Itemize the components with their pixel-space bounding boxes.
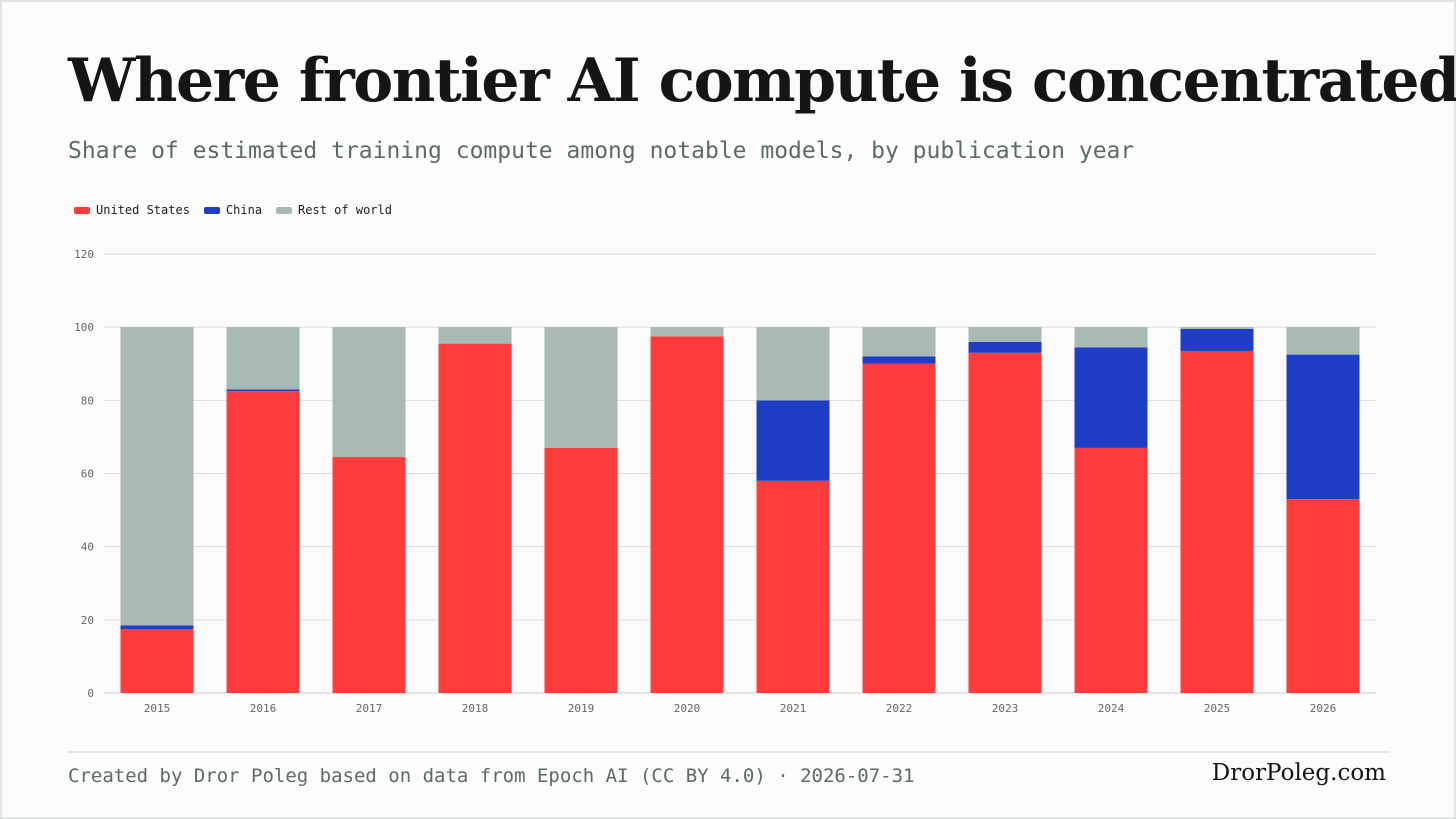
legend-swatch-china bbox=[203, 206, 220, 214]
y-tick-label-80: 80 bbox=[81, 394, 94, 407]
bar-united-states-2016 bbox=[226, 391, 300, 693]
bar-united-states-2015 bbox=[120, 628, 194, 693]
bar-united-states-2018 bbox=[438, 343, 512, 693]
x-tick-label-2022: 2022 bbox=[886, 702, 913, 715]
bar-rest-of-world-2026 bbox=[1286, 327, 1360, 355]
x-tick-label-2024: 2024 bbox=[1098, 702, 1125, 715]
bar-rest-of-world-2015 bbox=[120, 327, 194, 626]
bar-rest-of-world-2018 bbox=[438, 327, 512, 344]
bar-rest-of-world-2022 bbox=[862, 327, 936, 357]
y-tick-label-100: 100 bbox=[74, 321, 94, 334]
y-tick-label-120: 120 bbox=[74, 248, 94, 261]
bar-rest-of-world-2017 bbox=[332, 327, 406, 458]
legend-label-china: China bbox=[225, 203, 263, 217]
bar-united-states-2024 bbox=[1074, 447, 1148, 693]
x-tick-label-2021: 2021 bbox=[780, 702, 807, 715]
y-tick-label-60: 60 bbox=[81, 468, 94, 481]
bar-china-2023 bbox=[968, 341, 1042, 353]
x-tick-label-2018: 2018 bbox=[462, 702, 489, 715]
bar-china-2025 bbox=[1180, 328, 1254, 351]
bar-united-states-2025 bbox=[1180, 350, 1254, 693]
bar-china-2015 bbox=[120, 625, 194, 629]
legend-swatch-united-states bbox=[74, 206, 90, 214]
footer-divider bbox=[68, 751, 1390, 753]
footer-credit: Created by Dror Poleg based on data from… bbox=[68, 765, 915, 787]
bar-rest-of-world-2021 bbox=[756, 327, 830, 401]
bar-united-states-2017 bbox=[332, 457, 406, 693]
legend-item-china: China bbox=[203, 203, 263, 217]
x-tick-label-2019: 2019 bbox=[568, 702, 595, 715]
x-tick-label-2015: 2015 bbox=[144, 702, 171, 715]
bar-china-2022 bbox=[862, 356, 936, 364]
legend-swatch-rest-of-world bbox=[276, 206, 293, 214]
brand-wordmark: DrorPoleg.com bbox=[1211, 760, 1386, 786]
legend-label-united-states: United States bbox=[96, 203, 190, 217]
bar-united-states-2026 bbox=[1286, 499, 1360, 693]
bar-rest-of-world-2024 bbox=[1074, 327, 1148, 348]
bar-united-states-2020 bbox=[650, 336, 724, 693]
legend-item-united-states: United States bbox=[74, 203, 190, 217]
bar-china-2016 bbox=[226, 389, 300, 392]
bar-rest-of-world-2019 bbox=[544, 327, 618, 448]
bar-united-states-2022 bbox=[862, 363, 936, 693]
bar-united-states-2023 bbox=[968, 352, 1042, 693]
bar-rest-of-world-2025 bbox=[1180, 327, 1254, 329]
bar-china-2026 bbox=[1286, 354, 1360, 500]
legend-item-rest-of-world: Rest of world bbox=[276, 203, 392, 217]
bar-china-2021 bbox=[756, 400, 830, 481]
bar-rest-of-world-2023 bbox=[968, 327, 1042, 342]
bar-rest-of-world-2020 bbox=[650, 327, 724, 337]
y-tick-label-20: 20 bbox=[81, 614, 94, 627]
chart-legend: United States China Rest of world bbox=[74, 203, 392, 217]
chart-subtitle: Share of estimated training compute amon… bbox=[68, 138, 1135, 164]
y-tick-label-0: 0 bbox=[87, 687, 94, 700]
legend-label-rest-of-world: Rest of world bbox=[298, 203, 392, 217]
bar-china-2024 bbox=[1074, 347, 1148, 448]
x-tick-label-2016: 2016 bbox=[250, 702, 277, 715]
x-tick-label-2026: 2026 bbox=[1310, 702, 1337, 715]
bar-united-states-2021 bbox=[756, 480, 830, 693]
chart-title: Where frontier AI compute is concentrate… bbox=[68, 46, 1456, 116]
bar-rest-of-world-2016 bbox=[226, 327, 300, 390]
x-tick-label-2020: 2020 bbox=[674, 702, 701, 715]
y-tick-label-40: 40 bbox=[81, 541, 94, 554]
x-tick-label-2017: 2017 bbox=[356, 702, 383, 715]
x-tick-label-2025: 2025 bbox=[1204, 702, 1231, 715]
x-tick-label-2023: 2023 bbox=[992, 702, 1019, 715]
bar-united-states-2019 bbox=[544, 447, 618, 693]
